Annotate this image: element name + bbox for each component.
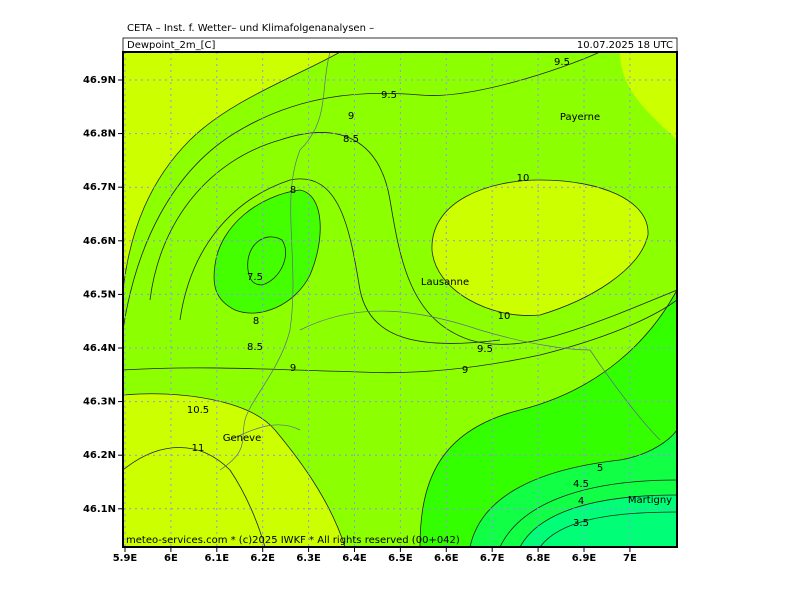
contour-label: 9: [462, 365, 468, 376]
borders: [219, 52, 661, 471]
map-labels: Payerne Lausanne Geneve Martigny 9.5 9.5 9 8.5 1…: [126, 57, 672, 546]
lat-label: 46.6N: [83, 236, 116, 247]
contour-label: 9.5: [381, 90, 397, 101]
axes: 46.9N 46.8N 46.7N 46.6N 46.5N 46.4N 46.3N 46.2N…: [83, 75, 637, 564]
lon-label: 6.7E: [480, 553, 505, 564]
lon-label: 6.6E: [434, 553, 459, 564]
contour-label: 4: [578, 496, 584, 507]
contour-label: 5: [597, 463, 603, 474]
lat-label: 46.2N: [83, 450, 116, 461]
grid: [123, 52, 677, 547]
lat-label: 46.8N: [83, 129, 116, 140]
fill-high: [123, 52, 340, 290]
place-name: Martigny: [628, 495, 672, 506]
lon-label: 5.9E: [113, 553, 138, 564]
place-name: Geneve: [223, 433, 261, 444]
valid-time: 10.07.2025 18 UTC: [577, 40, 673, 51]
contour-label: 10.5: [187, 405, 209, 416]
lon-label: 7E: [623, 553, 637, 564]
fill-high: [620, 52, 677, 140]
fill-high: [431, 180, 649, 316]
lat-label: 46.5N: [83, 289, 116, 300]
contour-label: 9: [290, 363, 296, 374]
map-area: Payerne Lausanne Geneve Martigny 9.5 9.5 9 8.5 1…: [123, 52, 677, 547]
header-title: CETA – Inst. f. Wetter– und Klimafolgena…: [127, 23, 374, 34]
fill-lowest: [520, 495, 677, 547]
contour-label: 4.5: [573, 479, 589, 490]
contours: [123, 52, 677, 547]
lon-label: 6E: [164, 553, 178, 564]
lat-label: 46.1N: [83, 504, 116, 515]
contour-label: 10: [517, 173, 530, 184]
contour-label: 10: [498, 311, 511, 322]
contour-label: 3.5: [573, 518, 589, 529]
field-name: Dewpoint_2m_[C]: [127, 40, 216, 51]
lat-label: 46.7N: [83, 182, 116, 193]
footer: meteo-services.com * (c)2025 IWKF * All …: [126, 535, 460, 546]
place-name: Lausanne: [421, 277, 469, 288]
lon-label: 6.4E: [342, 553, 367, 564]
contour-label: 8: [290, 185, 296, 196]
contour-label: 8.5: [343, 134, 359, 145]
place-name: Payerne: [560, 112, 600, 123]
fill-low: [214, 190, 321, 314]
lon-label: 6.8E: [526, 553, 551, 564]
lat-label: 46.9N: [83, 75, 116, 86]
lon-label: 6.3E: [296, 553, 321, 564]
lon-label: 6.2E: [250, 553, 275, 564]
lon-label: 6.5E: [388, 553, 413, 564]
lon-label: 6.9E: [572, 553, 597, 564]
contour-label: 8.5: [247, 342, 263, 353]
lat-label: 46.3N: [83, 397, 116, 408]
contour-label: 8: [253, 316, 259, 327]
contour-label: 11: [192, 443, 205, 454]
contour-label: 9.5: [477, 344, 493, 355]
lat-label: 46.4N: [83, 343, 116, 354]
contour-label: 7.5: [247, 272, 263, 283]
contour-label: 9: [348, 111, 354, 122]
contour-label: 9.5: [554, 57, 570, 68]
lon-label: 6.1E: [205, 553, 230, 564]
